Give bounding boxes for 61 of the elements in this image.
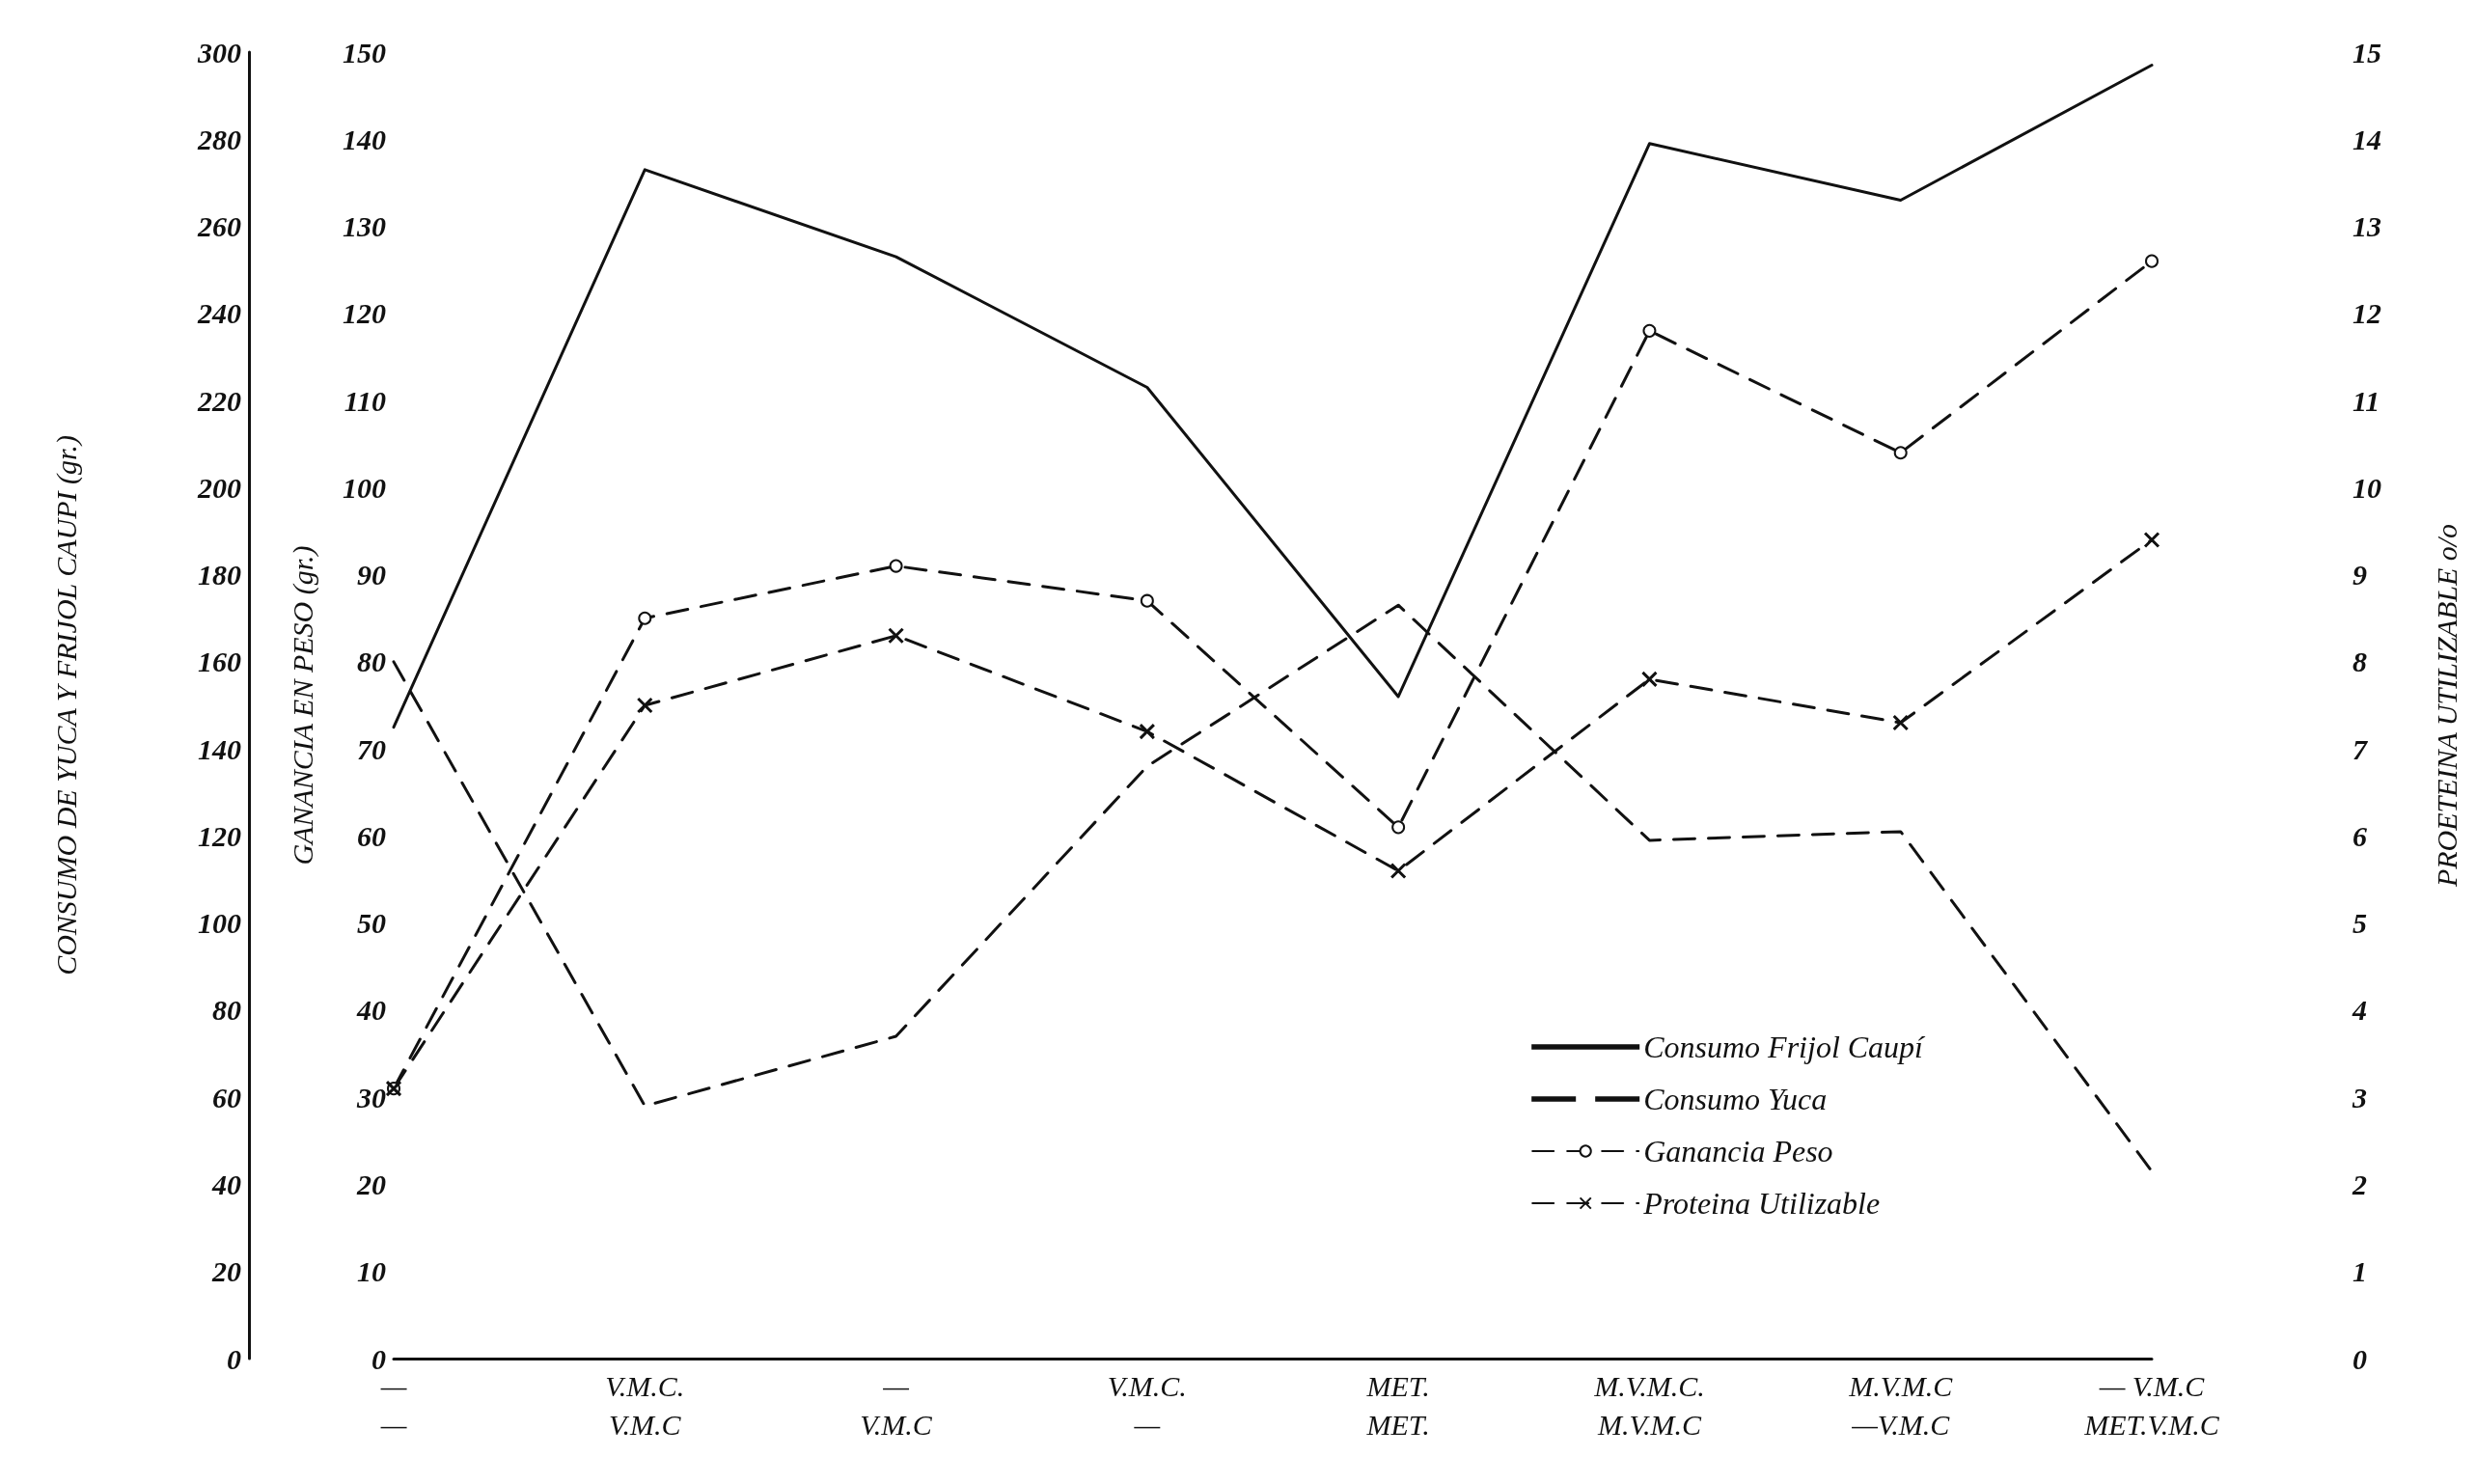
x-tick-label: — V.M.C MET.V.M.C: [2083, 1369, 2220, 1441]
y-tick-label: 200: [197, 471, 241, 504]
y3-tick-label: 13: [2352, 210, 2381, 243]
y2-tick-label: 110: [344, 384, 386, 417]
y2-tick-label: 120: [343, 297, 386, 330]
y2-tick-label: 130: [343, 210, 386, 243]
y3-tick-label: 10: [2352, 471, 2381, 504]
x-tick-label: V.M.C. —: [1107, 1369, 1187, 1441]
y-tick-label: 60: [212, 1081, 241, 1113]
y-tick-label: 260: [197, 210, 241, 243]
y-tick-label: 180: [198, 559, 241, 591]
y2-tick-label: 90: [357, 559, 386, 591]
legend-label: Ganancia Peso: [1643, 1134, 1833, 1168]
y-tick-label: 140: [198, 732, 241, 765]
y3-tick-label: 1: [2352, 1255, 2367, 1288]
legend-label: Consumo Yuca: [1643, 1082, 1828, 1116]
y3-tick-label: 11: [2352, 384, 2380, 417]
y-tick-label: 220: [197, 384, 241, 417]
y-tick-label: 0: [227, 1342, 241, 1375]
y-tick-label: 80: [212, 994, 241, 1027]
y-tick-label: 240: [197, 297, 241, 330]
y2-tick-label: 100: [343, 471, 386, 504]
x-tick-label: M.V.M.C —V.M.C: [1848, 1369, 1954, 1441]
x-tick-label: M.V.M.C. M.V.M.C: [1593, 1369, 1705, 1441]
y3-tick-label: 9: [2352, 559, 2367, 591]
y3-tick-label: 3: [2352, 1081, 2367, 1113]
y2-tick-label: 20: [356, 1168, 386, 1200]
y2-tick-label: 10: [357, 1255, 386, 1288]
y3-tick-label: 7: [2352, 732, 2368, 765]
y-tick-label: 160: [198, 646, 241, 678]
y-tick-label: 280: [197, 123, 241, 155]
y2-tick-label: 30: [356, 1081, 386, 1113]
x-tick-label: — V.M.C: [860, 1369, 933, 1441]
y2-tick-label: 40: [356, 994, 386, 1027]
legend-label: Consumo Frijol Caupí: [1643, 1030, 1927, 1064]
y-tick-label: 40: [211, 1168, 241, 1200]
y2-tick-label: 60: [357, 819, 386, 852]
y3-tick-label: 4: [2352, 994, 2367, 1027]
y2-tick-label: 70: [357, 732, 386, 765]
y-axis-title: CONSUMO DE YUCA Y FRIJOL CAUPI (gr.): [49, 435, 83, 976]
y3-tick-label: 6: [2352, 819, 2367, 852]
y-tick-label: 120: [198, 819, 241, 852]
y3-tick-label: 12: [2352, 297, 2381, 330]
y3-tick-label: 8: [2352, 646, 2367, 678]
x-tick-label: V.M.C. V.M.C: [605, 1369, 685, 1441]
y-tick-label: 100: [198, 907, 241, 940]
y2-tick-label: 150: [343, 36, 386, 69]
y2-axis-title: GANANCIA EN PESO (gr.): [286, 545, 319, 866]
x-tick-label: MET. MET.: [1365, 1369, 1430, 1441]
y-tick-label: 20: [211, 1255, 241, 1288]
y3-axis-title: PROETEINA UTILIZABLE o/o: [2430, 523, 2462, 889]
y3-tick-label: 5: [2352, 907, 2367, 940]
y-tick-label: 300: [197, 36, 241, 69]
y3-tick-label: 15: [2352, 36, 2381, 69]
y2-tick-label: 80: [357, 646, 386, 678]
y2-tick-label: 50: [357, 907, 386, 940]
legend-label: Proteina Utilizable: [1642, 1186, 1881, 1221]
y3-tick-label: 0: [2352, 1342, 2367, 1375]
y2-tick-label: 140: [343, 123, 386, 155]
y3-tick-label: 2: [2352, 1168, 2367, 1200]
y3-tick-label: 14: [2352, 123, 2381, 155]
